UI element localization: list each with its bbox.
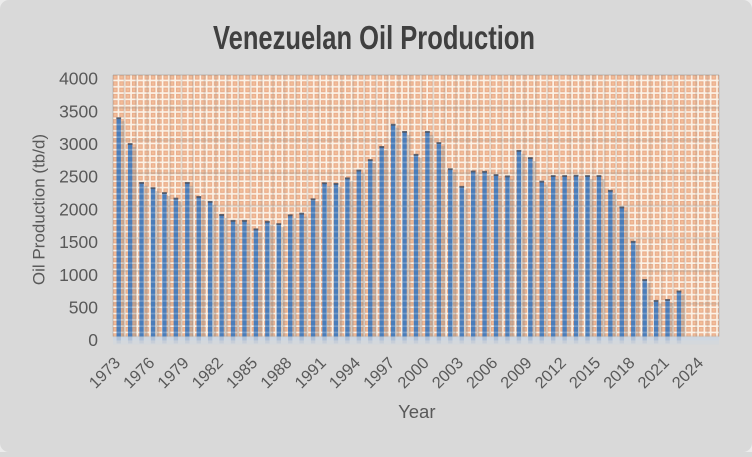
svg-text:2000: 2000 (59, 199, 98, 219)
svg-text:500: 500 (69, 297, 98, 317)
svg-text:1500: 1500 (59, 232, 98, 252)
svg-text:Year: Year (398, 401, 435, 422)
svg-text:0: 0 (88, 330, 98, 350)
svg-text:2500: 2500 (59, 167, 98, 187)
svg-text:4000: 4000 (59, 69, 98, 89)
svg-text:Venezuelan Oil Production: Venezuelan Oil Production (213, 19, 535, 56)
svg-text:Oil Production (tb/d): Oil Production (tb/d) (30, 134, 49, 285)
svg-text:3000: 3000 (59, 134, 98, 154)
svg-text:3500: 3500 (59, 101, 98, 121)
svg-text:1000: 1000 (59, 265, 98, 285)
